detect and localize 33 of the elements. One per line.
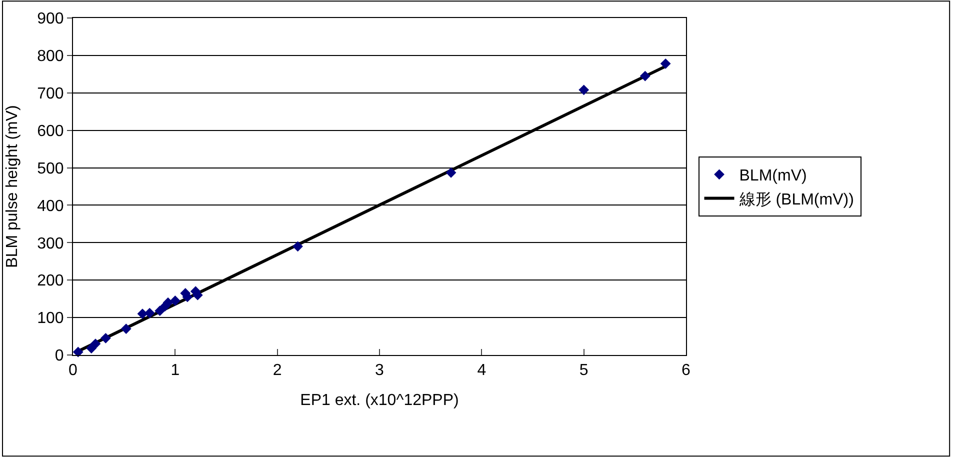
x-tick-label: 1 bbox=[170, 362, 180, 380]
y-tick-label: 500 bbox=[37, 160, 64, 178]
y-tick-label: 800 bbox=[37, 48, 64, 66]
x-tick-label: 6 bbox=[682, 362, 691, 380]
x-tick-label: 2 bbox=[272, 362, 282, 380]
point bbox=[120, 324, 132, 334]
y-tick-label: 900 bbox=[37, 10, 64, 28]
y-tick-label: 300 bbox=[37, 235, 64, 252]
point bbox=[578, 84, 590, 96]
point bbox=[154, 306, 166, 316]
point bbox=[660, 58, 671, 69]
point bbox=[640, 70, 650, 82]
x-tick-label: 0 bbox=[68, 362, 78, 380]
x-tick-label: 4 bbox=[477, 362, 486, 380]
legend-label: BLM(mV) bbox=[739, 168, 807, 185]
legend-label: 線形 (BLM(mV)) bbox=[738, 191, 854, 208]
y-tick-label: 200 bbox=[37, 272, 64, 290]
point bbox=[72, 346, 84, 358]
point bbox=[100, 332, 111, 344]
point bbox=[144, 308, 155, 318]
y-axis-title: BLM pulse height (mV) bbox=[4, 105, 21, 268]
x-axis-title: EP1 ext. (x10^12PPP) bbox=[300, 392, 459, 409]
y-tick-label: 0 bbox=[54, 348, 64, 365]
y-tick-label: 400 bbox=[37, 198, 64, 215]
point bbox=[170, 296, 180, 306]
point bbox=[446, 167, 456, 178]
point bbox=[292, 241, 303, 252]
y-tick-label: 700 bbox=[37, 85, 64, 102]
y-tick-label: 100 bbox=[37, 310, 64, 328]
point bbox=[90, 338, 101, 349]
y-tick-label: 600 bbox=[37, 122, 64, 140]
x-tick-label: 3 bbox=[375, 362, 384, 380]
x-tick-label: 5 bbox=[579, 362, 588, 380]
